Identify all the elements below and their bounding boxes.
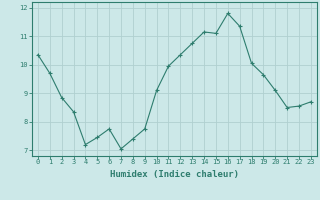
X-axis label: Humidex (Indice chaleur): Humidex (Indice chaleur) bbox=[110, 170, 239, 179]
